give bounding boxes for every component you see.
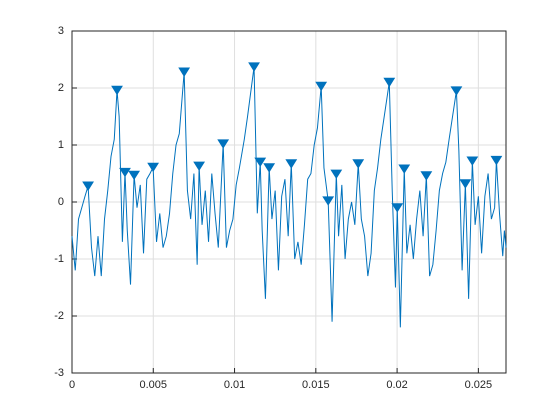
peak-marker — [119, 167, 131, 178]
peak-marker — [263, 163, 276, 173]
y-tick-label: -2 — [54, 310, 64, 322]
x-tick-label: 0.025 — [465, 379, 493, 391]
x-tick-label: 0.02 — [386, 379, 407, 391]
peak-marker — [82, 181, 94, 191]
peak-marker — [315, 81, 328, 92]
peak-marker — [248, 62, 260, 72]
peak-marker — [450, 86, 463, 96]
peak-marker — [111, 85, 123, 96]
peak-marker — [254, 157, 267, 168]
signal-line — [71, 66, 507, 328]
peak-marker — [352, 159, 365, 169]
peak-marker — [420, 171, 433, 181]
x-tick-label: 0 — [69, 379, 75, 391]
peak-marker — [128, 170, 140, 181]
peak-marker — [193, 161, 206, 172]
peak-marker — [391, 203, 404, 213]
peak-marker — [383, 77, 396, 88]
y-tick-label: -1 — [54, 253, 64, 265]
y-tick-label: -3 — [54, 367, 64, 379]
x-tick-label: 0.015 — [302, 379, 330, 391]
x-tick-label: 0.005 — [140, 379, 168, 391]
peak-marker — [466, 156, 479, 166]
peak-marker — [322, 196, 335, 206]
peak-marker — [147, 162, 160, 173]
y-tick-label: 1 — [58, 139, 64, 151]
y-tick-label: 3 — [58, 25, 64, 37]
peak-marker — [490, 155, 503, 166]
peak-marker — [398, 164, 411, 174]
y-tick-label: 0 — [58, 196, 64, 208]
peak-marker — [178, 67, 191, 77]
peak-marker — [459, 179, 472, 189]
peak-marker — [285, 159, 298, 169]
peak-marker — [330, 169, 343, 180]
axes-box — [71, 30, 507, 374]
y-tick-label: 2 — [58, 82, 64, 94]
x-tick-label: 0.01 — [224, 379, 245, 391]
peak-marker — [217, 139, 230, 149]
